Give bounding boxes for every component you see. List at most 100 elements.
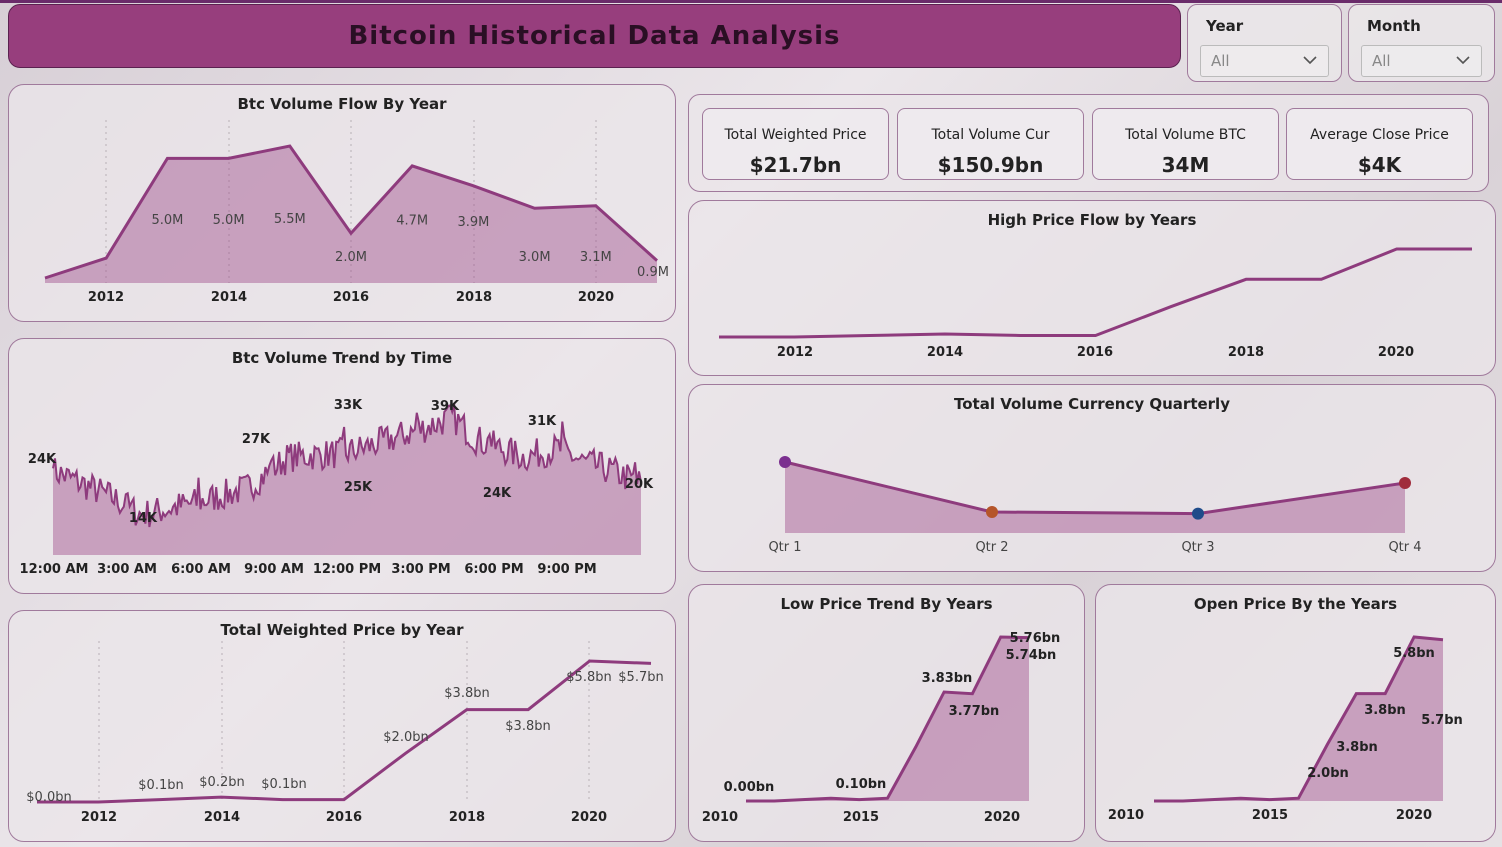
month-slicer-label: Month: [1367, 17, 1421, 35]
data-label: $3.8bn: [444, 686, 489, 701]
data-label: 3.0M: [519, 250, 551, 265]
tick-label: 2016: [326, 810, 362, 825]
chart-title: Btc Volume Flow By Year: [237, 95, 447, 113]
data-label: $3.8bn: [505, 719, 550, 734]
data-label: 2.0bn: [1307, 766, 1349, 781]
tick-label: 2018: [1228, 345, 1264, 360]
chart-title: Open Price By the Years: [1193, 595, 1398, 613]
data-label: 3.8bn: [1336, 740, 1378, 755]
series-line: [44, 144, 659, 280]
tick-label: 2020: [578, 290, 614, 305]
kpi-value: $21.7bn: [749, 153, 842, 177]
quarterly-svg: Qtr 1 Qtr 2 Qtr 3 Qtr 4: [768, 456, 1422, 555]
tick-label: 2016: [333, 290, 369, 305]
year-dropdown-value: All: [1211, 52, 1230, 70]
volume-time-svg: 24K 14K 27K 33K 25K 39K 24K 31K 20K 12:0…: [20, 398, 654, 577]
tick-label: Qtr 3: [1181, 540, 1214, 555]
data-label: 2.0M: [335, 250, 367, 265]
tick-label: 2015: [1252, 808, 1288, 823]
data-label: $5.7bn: [618, 670, 663, 685]
chart-high-price[interactable]: High Price Flow by Years 2012 2014 2016 …: [688, 200, 1496, 376]
kpi-label: Average Close Price: [1310, 127, 1449, 143]
kpi-label: Total Volume BTC: [1125, 127, 1246, 143]
open-price-svg: 2.0bn 3.8bn 3.8bn 5.8bn 5.7bn 2010 2015 …: [1108, 635, 1463, 823]
chart-title: Btc Volume Trend by Time: [231, 349, 453, 367]
data-label: 0.00bn: [724, 780, 775, 795]
tick-label: 2010: [702, 810, 738, 825]
month-dropdown[interactable]: All: [1361, 45, 1482, 77]
data-label: 3.8bn: [1364, 703, 1406, 718]
month-slicer[interactable]: Month All: [1348, 4, 1495, 82]
series-line: [784, 460, 1406, 516]
tick-label: 2015: [843, 810, 879, 825]
data-label: 3.83bn: [922, 671, 973, 686]
tick-label: 2020: [984, 810, 1020, 825]
data-label: 5.0M: [151, 213, 183, 228]
data-label: 5.5M: [274, 212, 306, 227]
kpi-value: 34M: [1161, 153, 1210, 177]
year-slicer[interactable]: Year All: [1187, 4, 1342, 82]
data-point: [1399, 476, 1411, 489]
tick-label: 2014: [927, 345, 963, 360]
data-label: 5.74bn: [1006, 648, 1057, 663]
kpi-label: Total Weighted Price: [724, 127, 867, 143]
dashboard-title-bar: Bitcoin Historical Data Analysis: [8, 4, 1181, 68]
kpi-card-weighted-price: Total Weighted Price $21.7bn: [702, 108, 889, 180]
tick-label: 2016: [1077, 345, 1113, 360]
tick-label: 3:00 AM: [97, 562, 157, 577]
data-label: $0.2bn: [199, 775, 244, 790]
weighted-price-svg: $0.0bn $0.1bn $0.2bn $0.1bn $2.0bn $3.8bn $3.8…: [26, 641, 664, 825]
data-label: 24K: [28, 452, 57, 467]
data-point: [1192, 507, 1204, 520]
data-label: 4.7M: [396, 214, 428, 229]
data-label: $5.8bn: [566, 670, 611, 685]
area-fill: [45, 146, 657, 283]
data-label: 27K: [242, 432, 271, 447]
tick-label: 3:00 PM: [391, 562, 450, 577]
year-dropdown[interactable]: All: [1200, 45, 1329, 77]
tick-label: 9:00 PM: [537, 562, 596, 577]
month-dropdown-value: All: [1372, 52, 1391, 70]
page-title: Bitcoin Historical Data Analysis: [348, 21, 841, 51]
chart-quarterly[interactable]: Total Volume Currency Quarterly Qtr 1 Qt…: [688, 384, 1496, 572]
tick-label: Qtr 1: [768, 540, 801, 555]
series-line: [37, 659, 652, 804]
kpi-value: $150.9bn: [937, 153, 1044, 177]
tick-label: 6:00 PM: [464, 562, 523, 577]
data-labels: $0.0bn $0.1bn $0.2bn $0.1bn $2.0bn $3.8bn $3.8…: [26, 670, 663, 805]
data-label: $2.0bn: [383, 730, 428, 745]
chart-volume-time[interactable]: Btc Volume Trend by Time 24K 14K 27K 33K…: [8, 338, 676, 594]
tick-label: 12:00 AM: [20, 562, 89, 577]
low-price-svg: 0.00bn 0.10bn 3.83bn 3.77bn 5.76bn 5.74b…: [702, 631, 1061, 825]
tick-label: 2020: [571, 810, 607, 825]
year-slicer-label: Year: [1206, 17, 1244, 35]
data-label: 0.10bn: [836, 777, 887, 792]
chart-low-price[interactable]: Low Price Trend By Years 0.00bn 0.10bn 3…: [688, 584, 1085, 842]
data-label: 5.0M: [213, 213, 245, 228]
data-label: 33K: [334, 398, 363, 413]
kpi-card-avg-close: Average Close Price $4K: [1286, 108, 1473, 180]
data-label: $0.0bn: [26, 790, 71, 805]
volume-flow-svg: 5.0M 5.0M 5.5M 2.0M 4.7M 3.9M 3.0M 3.1M 0.9M 201…: [44, 120, 669, 305]
tick-label: 9:00 AM: [244, 562, 304, 577]
series-line: [719, 247, 1472, 339]
data-label: 25K: [344, 480, 373, 495]
area-fill: [746, 637, 1029, 801]
tick-label: 2014: [211, 290, 247, 305]
data-label: $0.1bn: [138, 778, 183, 793]
data-label: 39K: [431, 399, 460, 414]
chart-open-price[interactable]: Open Price By the Years 2.0bn 3.8bn 3.8b…: [1095, 584, 1496, 842]
data-label: 0.9M: [637, 265, 669, 280]
tick-label: 2014: [204, 810, 240, 825]
tick-label: 12:00 PM: [313, 562, 381, 577]
data-label: 5.76bn: [1010, 631, 1061, 646]
tick-label: 6:00 AM: [171, 562, 231, 577]
data-label: 5.7bn: [1421, 713, 1463, 728]
kpi-value: $4K: [1357, 153, 1402, 177]
kpi-card-volume-cur: Total Volume Cur $150.9bn: [897, 108, 1084, 180]
data-point: [779, 456, 791, 468]
chart-weighted-price[interactable]: Total Weighted Price by Year $0.0bn $0.1b…: [8, 610, 676, 842]
high-price-svg: 2012 2014 2016 2018 2020: [719, 247, 1472, 360]
chart-volume-flow[interactable]: Btc Volume Flow By Year 5.0M 5.0M 5.5M 2.0M…: [8, 84, 676, 322]
data-labels: 5.0M 5.0M 5.5M 2.0M 4.7M 3.9M 3.0M 3.1M 0.9M: [151, 212, 668, 280]
